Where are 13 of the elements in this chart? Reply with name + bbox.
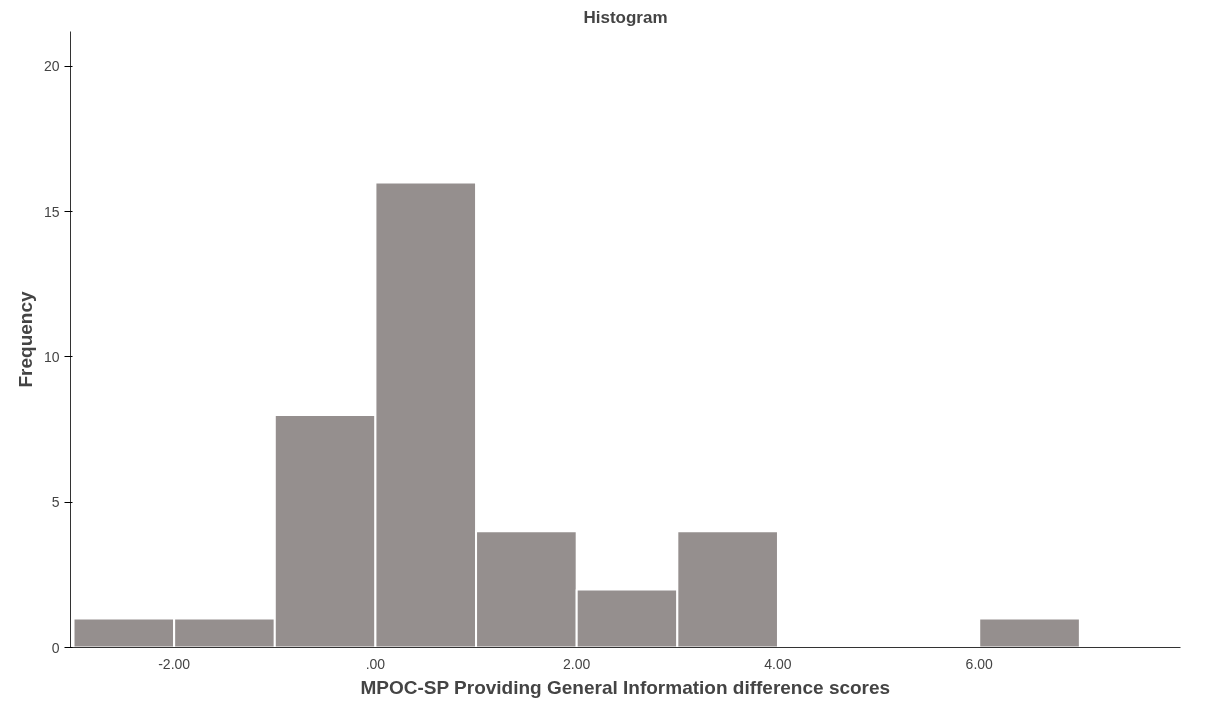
y-tick-label: 20 xyxy=(43,58,60,75)
x-tick-label: 4.00 xyxy=(764,655,792,672)
x-axis-title: MPOC-SP Providing General Information difference scores xyxy=(360,676,891,698)
x-tick-label: -2.00 xyxy=(158,655,191,672)
x-tick-label: 6.00 xyxy=(965,655,994,672)
y-tick-label: 15 xyxy=(43,203,60,220)
y-tick-label: 10 xyxy=(43,348,60,365)
chart-title: Histogram xyxy=(583,7,668,27)
y-tick-label: 0 xyxy=(51,639,60,656)
x-tick-label: .00 xyxy=(365,655,386,672)
y-axis-title: Frequency xyxy=(14,291,36,388)
x-tick-label: 2.00 xyxy=(563,655,591,672)
y-tick-label: 5 xyxy=(51,494,60,511)
